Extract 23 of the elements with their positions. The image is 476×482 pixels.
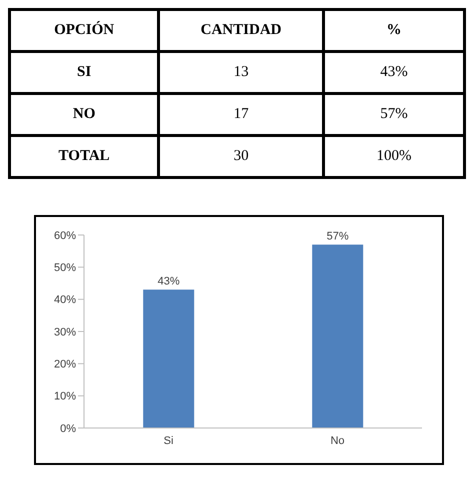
text: 43%	[323, 52, 464, 94]
y-tick-label: 0%	[60, 422, 76, 435]
text: 13	[158, 52, 324, 94]
text: SI	[10, 52, 159, 94]
text: OPCIÓN	[10, 10, 159, 52]
text: 57%	[323, 94, 464, 136]
text: 100%	[323, 136, 464, 178]
y-tick-label: 10%	[54, 390, 76, 403]
data-label: 43%	[158, 276, 180, 288]
text: 30	[158, 136, 324, 178]
text: CANTIDAD	[158, 10, 324, 52]
y-tick-label: 20%	[54, 358, 76, 371]
text: %	[323, 10, 464, 52]
y-tick-label: 40%	[54, 294, 76, 306]
data-label: 57%	[326, 230, 349, 243]
text: 17	[158, 94, 324, 136]
text: NO	[10, 94, 159, 136]
y-tick-label: 50%	[54, 262, 76, 274]
y-tick-label: 60%	[54, 230, 76, 242]
text: TOTAL	[10, 136, 159, 178]
x-tick-label: No	[330, 434, 345, 447]
x-tick-label: Si	[164, 434, 174, 447]
y-tick-label: 30%	[54, 326, 76, 338]
